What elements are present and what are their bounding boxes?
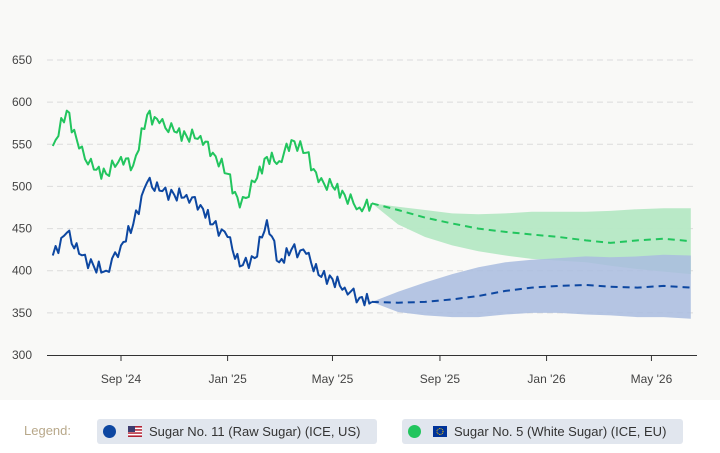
forecast-line xyxy=(371,202,691,244)
x-tick-label: May '25 xyxy=(312,372,354,386)
historical-line xyxy=(51,109,373,213)
x-tick-label: Jan '26 xyxy=(527,372,566,386)
series-dot-icon xyxy=(408,425,421,438)
x-tick-label: Sep '25 xyxy=(420,372,461,386)
y-tick-label: 500 xyxy=(12,179,32,193)
legend-label: Legend: xyxy=(24,423,71,438)
us-flag-icon xyxy=(128,426,142,437)
legend-item-white-sugar[interactable]: Sugar No. 5 (White Sugar) (ICE, EU) xyxy=(402,419,683,444)
series-dot-icon xyxy=(103,425,116,438)
y-tick-label: 600 xyxy=(12,95,32,109)
x-tick-label: Sep '24 xyxy=(101,372,142,386)
y-tick-label: 400 xyxy=(12,264,32,278)
legend-item-raw-sugar[interactable]: Sugar No. 11 (Raw Sugar) (ICE, US) xyxy=(97,419,377,444)
eu-flag-icon xyxy=(433,426,447,437)
forecast-band xyxy=(371,203,691,275)
y-tick-label: 550 xyxy=(12,137,32,151)
y-tick-label: 450 xyxy=(12,222,32,236)
legend-item-label: Sugar No. 5 (White Sugar) (ICE, EU) xyxy=(454,424,667,439)
x-tick-label: May '26 xyxy=(631,372,673,386)
price-chart: 300 350 400 450 500 550 600 650 Sep '24 Jan '25 Ma… xyxy=(12,53,697,386)
legend-item-label: Sugar No. 11 (Raw Sugar) (ICE, US) xyxy=(149,424,361,439)
y-tick-label: 350 xyxy=(12,306,32,320)
x-tick-label: Jan '25 xyxy=(208,372,247,386)
y-tick-label: 650 xyxy=(12,53,32,67)
forecast-line xyxy=(371,283,691,304)
y-tick-label: 300 xyxy=(12,348,32,362)
historical-line xyxy=(51,176,373,307)
